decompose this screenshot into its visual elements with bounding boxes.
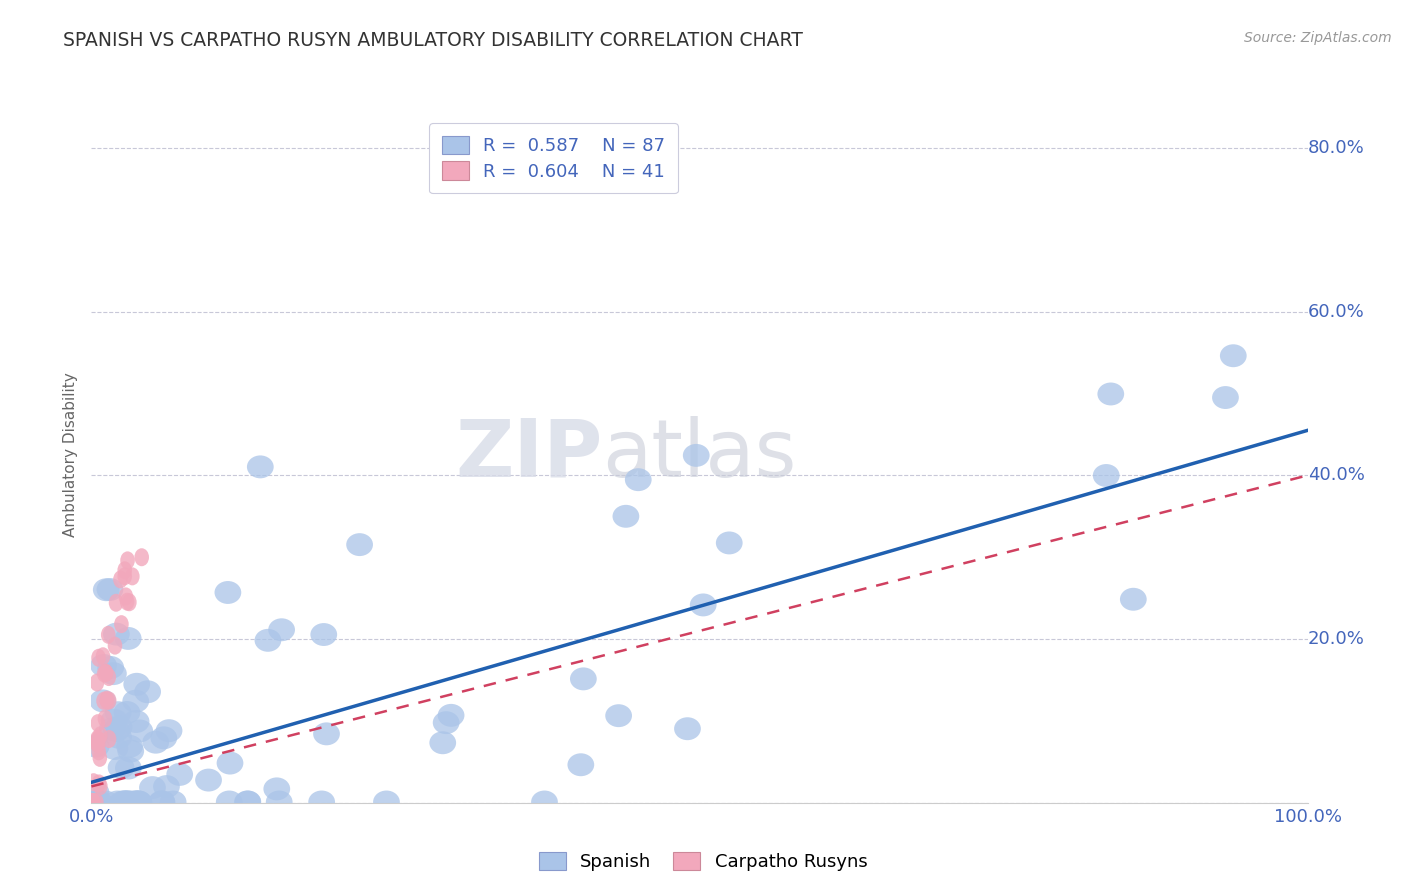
Y-axis label: Ambulatory Disability: Ambulatory Disability <box>63 373 79 537</box>
Text: atlas: atlas <box>602 416 797 494</box>
Legend: R =  0.587    N = 87, R =  0.604    N = 41: R = 0.587 N = 87, R = 0.604 N = 41 <box>429 123 678 194</box>
Legend: Spanish, Carpatho Rusyns: Spanish, Carpatho Rusyns <box>531 845 875 879</box>
Text: 60.0%: 60.0% <box>1308 302 1364 321</box>
Text: SPANISH VS CARPATHO RUSYN AMBULATORY DISABILITY CORRELATION CHART: SPANISH VS CARPATHO RUSYN AMBULATORY DIS… <box>63 31 803 50</box>
Text: Source: ZipAtlas.com: Source: ZipAtlas.com <box>1244 31 1392 45</box>
Text: 40.0%: 40.0% <box>1308 467 1364 484</box>
Text: 20.0%: 20.0% <box>1308 630 1364 648</box>
Text: ZIP: ZIP <box>456 416 602 494</box>
Text: 80.0%: 80.0% <box>1308 139 1364 157</box>
